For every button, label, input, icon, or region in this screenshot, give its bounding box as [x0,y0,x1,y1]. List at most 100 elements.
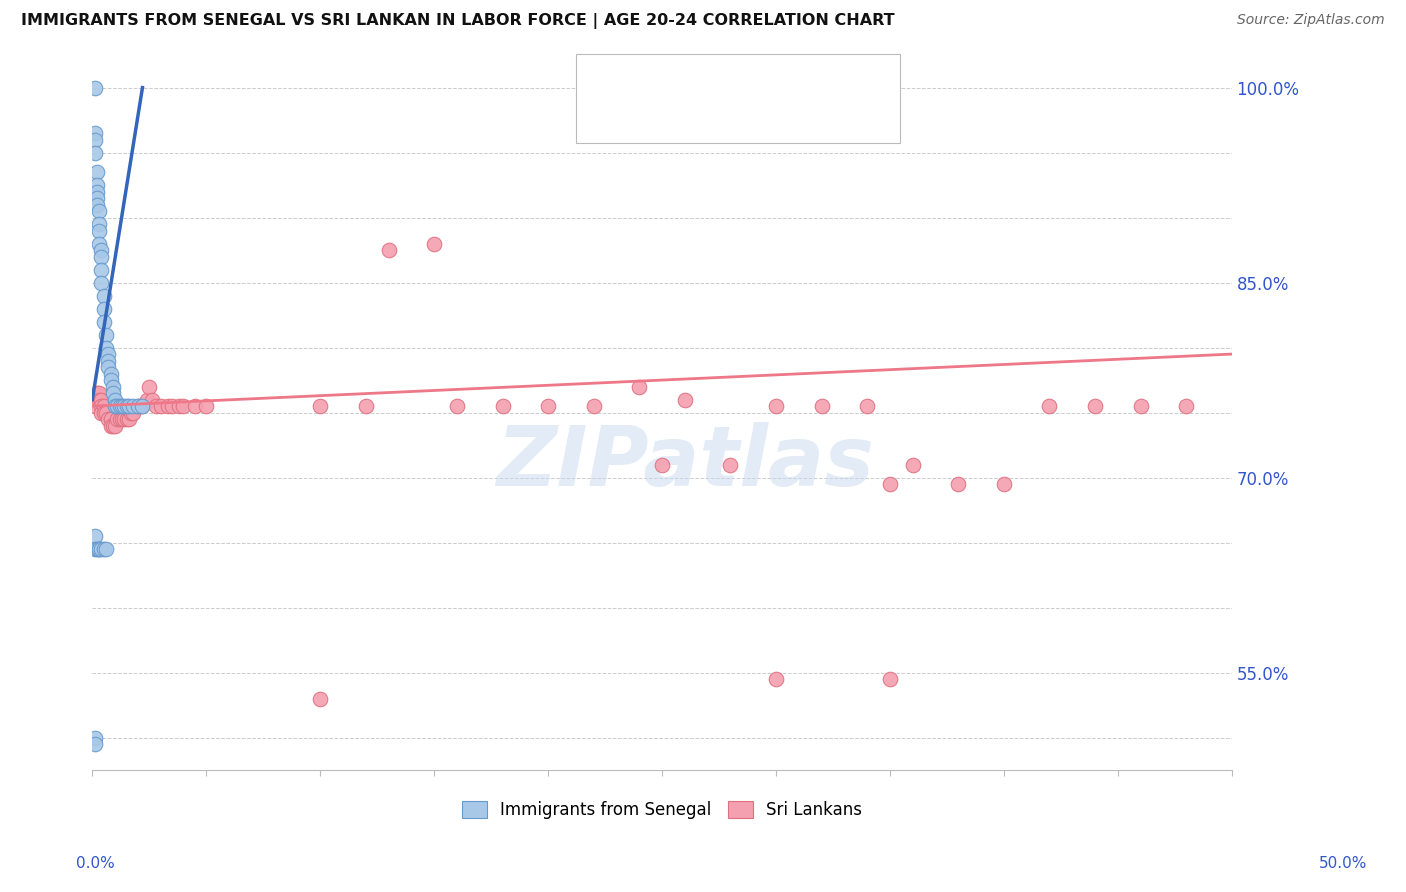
Point [948,477,970,491]
Point [97,353,120,368]
Point [83,80,105,95]
Point [111,399,134,413]
Point [309,691,332,706]
Point [111,412,134,426]
Point [101,386,124,401]
Point [118,412,141,426]
Point [856,399,879,413]
Point [94,327,117,342]
Point [100,367,122,381]
Point [90,406,112,420]
Point [94,406,117,420]
Point [86,386,108,401]
Point [354,399,377,413]
Point [101,418,124,433]
Point [93,542,115,557]
Point [718,458,741,472]
Point [83,392,105,407]
Point [83,542,105,557]
Point [90,392,112,407]
Point [93,315,115,329]
Point [112,412,135,426]
Point [901,458,924,472]
Text: R = 0.056   N = 64: R = 0.056 N = 64 [633,109,803,128]
Legend: Immigrants from Senegal, Sri Lankans: Immigrants from Senegal, Sri Lankans [456,795,869,826]
Point [879,477,901,491]
Point [1129,399,1152,413]
Point [94,542,117,557]
Point [89,204,111,219]
Point [173,399,195,413]
Point [86,197,108,211]
Point [86,178,108,193]
Point [1175,399,1198,413]
Point [582,399,605,413]
Point [673,392,696,407]
Point [127,399,149,413]
Point [149,399,172,413]
Point [879,672,901,686]
Text: 0.0%: 0.0% [76,856,115,871]
Point [122,399,145,413]
Point [810,399,832,413]
Point [86,185,108,199]
Point [83,731,105,745]
Point [108,412,131,426]
Point [89,386,111,401]
Point [86,191,108,205]
Point [651,458,673,472]
Point [97,347,120,361]
Point [104,399,127,413]
Point [112,399,135,413]
Point [160,399,183,413]
Point [156,399,179,413]
Point [423,236,446,251]
Point [83,529,105,543]
Point [94,341,117,355]
Point [89,236,111,251]
Point [83,133,105,147]
Point [136,392,159,407]
Point [184,399,207,413]
Point [446,399,468,413]
Point [491,399,513,413]
Point [309,399,332,413]
Point [90,399,112,413]
Point [93,288,115,302]
Point [100,373,122,387]
Point [104,418,127,433]
Point [195,399,218,413]
Point [97,412,120,426]
Point [86,542,108,557]
Point [83,399,105,413]
Point [131,399,153,413]
Point [90,542,112,557]
Point [89,542,111,557]
Point [83,737,105,751]
Point [89,392,111,407]
Point [377,243,399,257]
Point [108,399,131,413]
Point [89,542,111,557]
Point [90,243,112,257]
Point [138,379,160,393]
Point [104,392,127,407]
Point [167,399,190,413]
Text: ZIPatlas: ZIPatlas [496,422,873,503]
Point [83,392,105,407]
Point [145,399,167,413]
Point [100,412,122,426]
Text: Source: ZipAtlas.com: Source: ZipAtlas.com [1237,13,1385,28]
Point [93,301,115,316]
Point [90,276,112,290]
Point [89,224,111,238]
Point [122,406,145,420]
Point [97,360,120,375]
Point [118,399,141,413]
Point [101,379,124,393]
Point [105,399,128,413]
Point [1084,399,1107,413]
Point [115,399,138,413]
Point [83,126,105,140]
Point [105,412,128,426]
